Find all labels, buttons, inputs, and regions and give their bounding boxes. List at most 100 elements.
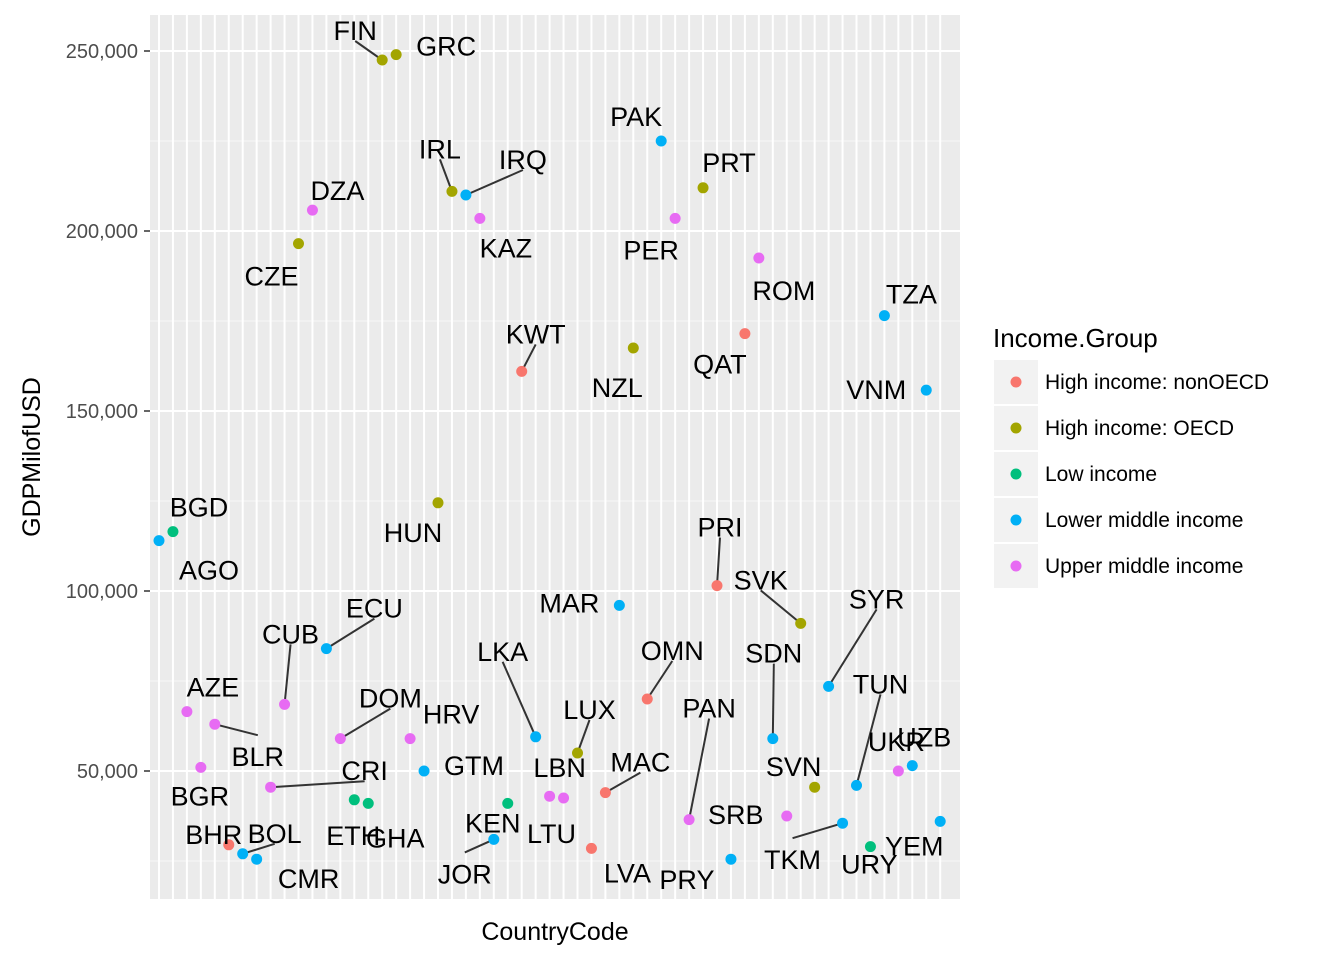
point-eth xyxy=(348,794,360,806)
leader-line-fin xyxy=(354,40,383,61)
point-irl xyxy=(446,185,458,197)
label-grc: GRC xyxy=(416,32,476,62)
leader-line-irq xyxy=(465,169,524,196)
legend-title: Income.Group xyxy=(993,323,1158,353)
label-tun: TUN xyxy=(853,669,909,699)
legend-entry: High income: OECD xyxy=(994,406,1234,450)
point-hun xyxy=(432,497,444,509)
leader-line-svk xyxy=(760,589,802,625)
label-ury: URY xyxy=(841,850,898,880)
label-pry: PRY xyxy=(659,865,714,895)
label-cri: CRI xyxy=(341,756,388,786)
label-bgr: BGR xyxy=(171,781,230,811)
point-prt xyxy=(697,182,709,194)
label-ago: AGO xyxy=(179,556,239,586)
point-pri xyxy=(711,580,723,592)
legend-swatch xyxy=(1010,560,1022,572)
point-blr xyxy=(209,718,221,730)
label-aze: AZE xyxy=(187,673,240,703)
label-gtm: GTM xyxy=(444,751,504,781)
point-vnm xyxy=(920,384,932,396)
y-tick-label: 150,000 xyxy=(66,401,138,423)
leader-line-irl xyxy=(439,159,453,192)
label-tza: TZA xyxy=(886,280,937,310)
label-hun: HUN xyxy=(384,518,443,548)
point-svk xyxy=(795,617,807,629)
point-ecu xyxy=(320,643,332,655)
label-per: PER xyxy=(623,235,679,265)
y-axis-title: GDPMilofUSD xyxy=(18,377,46,537)
y-tick-label: 50,000 xyxy=(77,761,138,783)
point-bgd xyxy=(167,526,179,538)
point-dza xyxy=(306,204,318,216)
legend-swatch xyxy=(1010,468,1022,480)
leader-line-cub xyxy=(283,644,292,705)
legend-swatch xyxy=(1010,514,1022,526)
legend-entry: Upper middle income xyxy=(994,544,1243,588)
leader-line-lux xyxy=(576,719,591,754)
point-bgr xyxy=(195,761,207,773)
label-srb: SRB xyxy=(708,800,764,830)
label-ecu: ECU xyxy=(346,594,403,624)
label-dza: DZA xyxy=(310,176,364,206)
point-rom xyxy=(753,252,765,264)
y-tick-label: 200,000 xyxy=(66,221,138,243)
x-axis-title: CountryCode xyxy=(481,918,628,946)
label-irl: IRL xyxy=(419,134,461,164)
label-dom: DOM xyxy=(359,684,422,714)
label-jor: JOR xyxy=(438,859,492,889)
point-nzl xyxy=(627,342,639,354)
point-ken xyxy=(502,797,514,809)
label-bhr: BHR xyxy=(185,820,242,850)
point-kaz xyxy=(474,212,486,224)
label-lux: LUX xyxy=(563,695,616,725)
label-eth: ETH xyxy=(326,821,380,851)
label-yem: YEM xyxy=(885,831,944,861)
leader-line-cri xyxy=(270,780,365,789)
major-gridlines xyxy=(150,15,960,899)
point-syr xyxy=(823,680,835,692)
point-pak xyxy=(655,135,667,147)
legend-label: Upper middle income xyxy=(1045,555,1243,578)
legend-entry: High income: nonOECD xyxy=(994,360,1269,404)
label-nzl: NZL xyxy=(592,373,643,403)
point-bhr xyxy=(223,839,235,851)
legend-entry: Low income xyxy=(994,452,1157,496)
leader-line-tun xyxy=(855,694,882,786)
point-yem xyxy=(934,815,946,827)
leader-line-syr xyxy=(827,608,878,687)
legend-entry: Lower middle income xyxy=(994,498,1243,542)
label-svn: SVN xyxy=(766,752,822,782)
point-jor xyxy=(488,833,500,845)
point-kwt xyxy=(516,365,528,377)
leader-line-blr xyxy=(214,723,259,737)
data-points xyxy=(153,49,946,865)
label-bol: BOL xyxy=(248,819,302,849)
label-hrv: HRV xyxy=(423,700,480,730)
leader-line-pan xyxy=(688,718,711,820)
legend-label: High income: OECD xyxy=(1045,417,1234,440)
label-sdn: SDN xyxy=(745,639,802,669)
leader-line-dom xyxy=(339,707,391,740)
point-gtm xyxy=(418,765,430,777)
point-cze xyxy=(293,238,304,250)
label-pan: PAN xyxy=(682,694,736,724)
point-lva xyxy=(585,842,597,854)
point-ury xyxy=(864,841,876,853)
label-bgd: BGD xyxy=(170,493,229,523)
point-tun xyxy=(851,779,862,791)
point-ukr xyxy=(892,765,904,777)
label-cmr: CMR xyxy=(278,864,340,894)
point-svn xyxy=(809,781,821,793)
label-pri: PRI xyxy=(697,513,742,543)
point-hrv xyxy=(404,733,416,745)
point-lka xyxy=(530,731,542,743)
label-mar: MAR xyxy=(539,588,599,618)
point-tkm xyxy=(837,817,849,829)
point-pry xyxy=(725,853,737,865)
leader-line-pri xyxy=(716,537,721,586)
point-srb xyxy=(781,810,793,822)
legend-swatch xyxy=(1010,422,1022,434)
